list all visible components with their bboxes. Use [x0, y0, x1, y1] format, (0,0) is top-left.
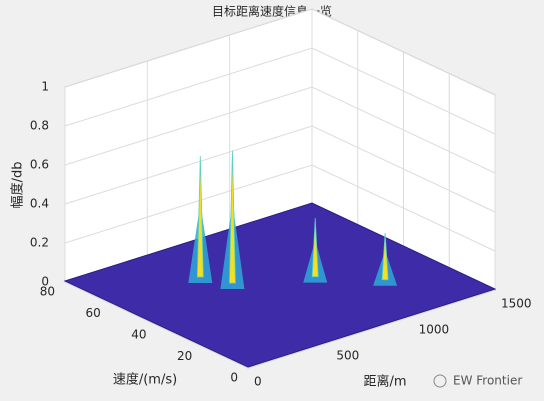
- grid-line: [64, 86, 496, 174]
- z-tick-label: 0.2: [30, 236, 49, 250]
- peak: [229, 150, 236, 284]
- grid-line: [64, 8, 496, 96]
- x-tick-label: 500: [336, 349, 359, 363]
- peak: [381, 232, 389, 281]
- grid-line: [247, 289, 496, 369]
- z-tick-label: 0.6: [30, 158, 49, 172]
- y-tick-label: 60: [85, 306, 100, 320]
- y-tick-label: 0: [230, 371, 238, 385]
- z-tick-label: 0.4: [30, 197, 49, 211]
- grid-line: [64, 125, 496, 213]
- watermark: EW Frontier: [453, 374, 522, 388]
- y-tick-label: 80: [40, 285, 55, 299]
- z-tick-label: 0: [41, 275, 49, 289]
- grid-line: [64, 47, 496, 135]
- x-tick-label: 0: [254, 375, 262, 389]
- z-tick-label: 0.8: [30, 119, 49, 133]
- watermark-icon: [433, 374, 447, 388]
- y-axis-label: 速度/(m/s): [113, 372, 177, 388]
- x-tick-label: 1500: [501, 297, 532, 311]
- peak: [311, 218, 319, 278]
- y-tick-label: 40: [131, 328, 146, 342]
- grid-line: [64, 164, 496, 252]
- z-tick-label: 1: [41, 80, 49, 94]
- surface: [63, 202, 497, 368]
- x-axis-label: 距离/m: [363, 374, 406, 390]
- x-tick-label: 1000: [419, 323, 450, 337]
- y-tick-label: 20: [177, 349, 192, 363]
- z-axis-label: 幅度/db: [10, 162, 26, 209]
- peak: [196, 156, 204, 278]
